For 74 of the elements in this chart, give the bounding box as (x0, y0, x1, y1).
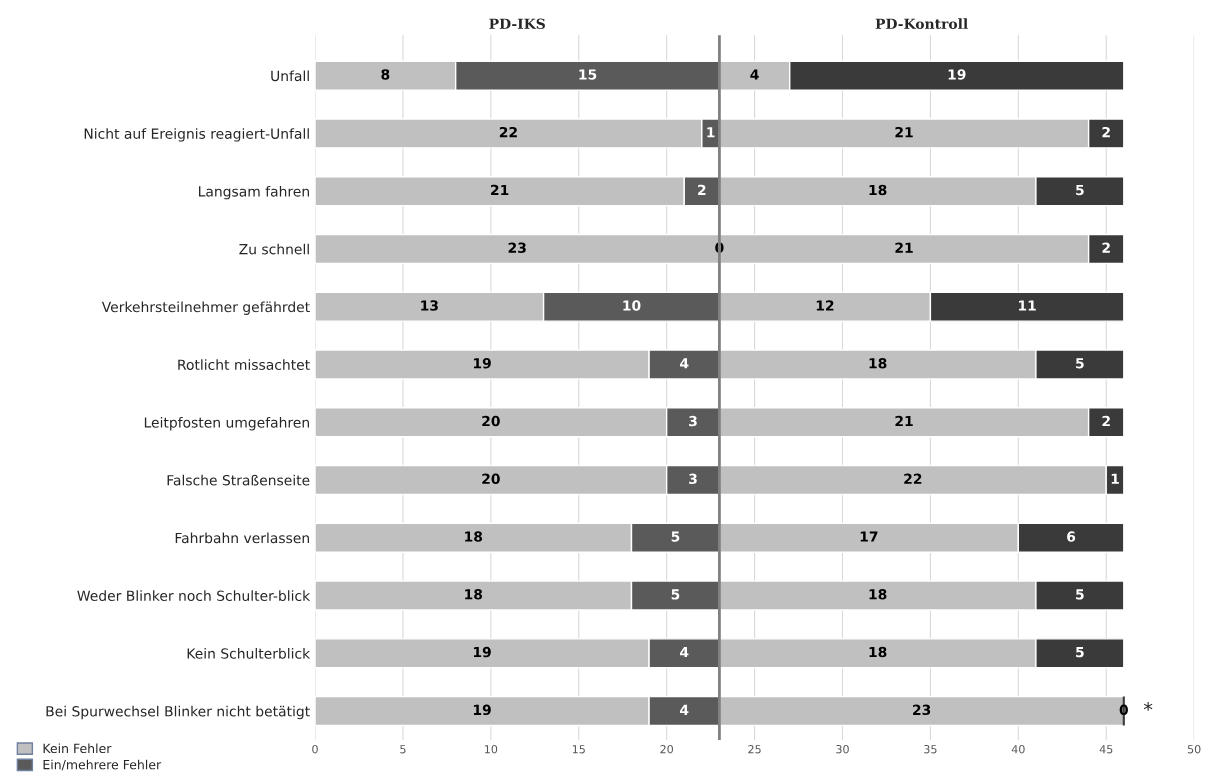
data-label: 20 (482, 415, 500, 427)
data-label: 4 (750, 69, 759, 80)
data-label: 21 (895, 126, 913, 138)
data-label: 20 (482, 473, 500, 485)
y-tick-label: Unfall (271, 70, 309, 82)
data-label: 18 (869, 589, 887, 600)
y-tick-label: Zu schnell (239, 243, 309, 255)
data-label: 5 (1076, 358, 1084, 369)
legend-label: Ein/mehrere Fehler (43, 759, 162, 771)
data-label: 5 (1076, 647, 1084, 658)
data-label: 15 (579, 69, 597, 80)
annotation: * (1143, 701, 1153, 711)
data-label: 18 (869, 358, 887, 369)
y-tick-label: Langsam fahren (199, 185, 309, 200)
x-tick-label: 5 (400, 745, 406, 754)
data-label: 18 (869, 184, 887, 196)
x-tick-label: 45 (1099, 745, 1113, 754)
data-label: 3 (689, 415, 697, 427)
data-label: 4 (680, 358, 689, 369)
data-label: 23 (913, 704, 931, 716)
data-label: 5 (671, 589, 680, 600)
text: PD-IKS (489, 18, 545, 30)
data-label: 8 (381, 69, 390, 80)
data-label: 6 (1067, 531, 1076, 542)
y-tick-label: Bei Spurwechsel Blinker nicht betätigt (46, 705, 310, 720)
data-label: 21 (491, 184, 509, 196)
data-label: 5 (1076, 589, 1084, 600)
y-tick-label: Nicht auf Ereignis reagiert-Unfall (84, 128, 309, 142)
x-tick-label: 35 (924, 744, 937, 754)
y-tick-label: Kein Schulterblick (187, 648, 311, 659)
data-label: 19 (473, 358, 491, 369)
y-tick-label: Leitpfosten umgefahren (144, 416, 309, 431)
data-label: 19 (473, 646, 491, 658)
data-label: 22 (904, 473, 922, 484)
data-label: 18 (465, 531, 483, 542)
y-tick-label: Fahrbahn verlassen (175, 532, 309, 544)
text: PD-Kontroll (875, 18, 968, 30)
data-label: 18 (465, 589, 483, 600)
x-tick-label: 30 (836, 744, 849, 754)
legend-label: Kein Fehler (43, 743, 112, 754)
x-tick-label: 50 (1187, 744, 1201, 754)
data-label: 2 (1102, 242, 1110, 253)
data-label: 12 (816, 300, 834, 311)
data-label: 17 (860, 531, 878, 542)
y-tick-label: Weder Blinker noch Schulter-blick (77, 590, 311, 601)
data-label: 1 (707, 127, 715, 138)
data-label: 21 (895, 242, 913, 253)
x-tick-label: 25 (748, 744, 761, 754)
data-label: 5 (671, 531, 680, 542)
data-label: 2 (1102, 126, 1110, 138)
data-label: 19 (473, 704, 491, 716)
x-tick-label: 20 (660, 744, 673, 754)
data-label: 19 (948, 69, 966, 80)
data-label: 18 (869, 646, 887, 658)
data-label: 10 (623, 300, 641, 311)
y-tick-label: Falsche Straßenseite (167, 474, 310, 486)
x-tick-label: 40 (1011, 744, 1025, 754)
data-label: 2 (1102, 415, 1110, 427)
y-tick-label: Verkehrsteilnehmer gefährdet (101, 301, 310, 315)
x-tick-label: 15 (572, 745, 585, 754)
y-tick-label: Rotlicht missachtet (178, 359, 310, 370)
data-label: 4 (680, 704, 689, 715)
data-label: 4 (680, 647, 689, 658)
data-label: 5 (1076, 184, 1084, 196)
x-tick-label: 10 (484, 744, 498, 754)
data-label: 22 (499, 126, 517, 138)
data-label: 13 (421, 300, 438, 311)
data-label: 2 (698, 184, 706, 196)
data-label: 1 (1111, 473, 1119, 484)
data-label: 3 (689, 473, 697, 485)
data-label: 11 (1019, 300, 1036, 311)
data-label: 23 (508, 242, 526, 253)
data-label: 21 (895, 415, 913, 427)
x-tick-label: 0 (312, 744, 318, 754)
